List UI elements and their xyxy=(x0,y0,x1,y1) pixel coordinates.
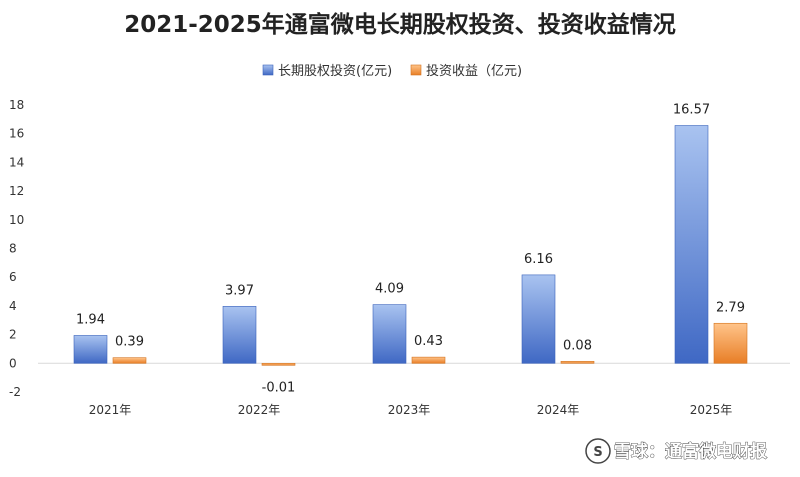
y-tick-label: 12 xyxy=(9,184,24,198)
legend-label-investment: 长期股权投资(亿元) xyxy=(278,63,392,79)
y-tick-label: 10 xyxy=(9,213,24,227)
xueqiu-logo-icon xyxy=(585,438,611,464)
legend: 长期股权投资(亿元) 投资收益（亿元) xyxy=(262,63,522,79)
y-tick-label: 4 xyxy=(9,299,17,313)
value-labels: 1.94 3.97 4.09 6.16 16.57 0.39 -0.01 0.43 0.08 2.… xyxy=(76,103,745,396)
data-label-investment: 4.09 xyxy=(375,282,404,297)
x-axis: 2021年 2022年 2023年 2024年 2025年 xyxy=(89,403,733,417)
bar-income xyxy=(713,322,748,364)
bar-investment xyxy=(372,304,407,364)
bar-investment xyxy=(674,125,709,364)
x-tick-label: 2023年 xyxy=(388,403,431,417)
y-tick-label: 18 xyxy=(9,98,24,112)
y-tick-label: 0 xyxy=(9,356,17,370)
legend-swatch-income xyxy=(410,64,422,76)
data-label-investment: 1.94 xyxy=(76,312,105,327)
bar-investment xyxy=(521,274,556,364)
watermark: S 雪球：通富微电财报 xyxy=(585,438,767,464)
data-label-income: 0.08 xyxy=(563,338,592,353)
y-tick-label: 16 xyxy=(9,127,24,141)
bar-investment xyxy=(222,306,257,364)
y-tick-label: 2 xyxy=(9,328,17,342)
x-tick-label: 2025年 xyxy=(690,403,733,417)
data-label-income: -0.01 xyxy=(262,380,296,395)
bar-income xyxy=(261,362,296,366)
data-label-investment: 3.97 xyxy=(225,283,254,298)
data-label-investment: 6.16 xyxy=(524,252,553,267)
y-tick-label: 8 xyxy=(9,242,17,256)
watermark-text: 雪球：通富微电财报 xyxy=(614,441,767,462)
xueqiu-logo-mark-icon: S xyxy=(593,445,602,460)
x-tick-label: 2024年 xyxy=(537,403,580,417)
legend-swatch-investment xyxy=(262,64,274,76)
bars xyxy=(73,125,748,366)
data-label-income: 2.79 xyxy=(716,300,745,315)
data-label-income: 0.39 xyxy=(115,335,144,350)
x-tick-label: 2022年 xyxy=(238,403,281,417)
chart-title: 2021-2025年通富微电长期股权投资、投资收益情况 xyxy=(124,11,676,38)
x-tick-label: 2021年 xyxy=(89,403,132,417)
y-axis: -2 0 2 4 6 8 10 12 14 16 18 xyxy=(9,98,24,399)
bar-investment xyxy=(73,335,108,364)
legend-label-income: 投资收益（亿元) xyxy=(426,63,522,79)
bar-income xyxy=(112,357,147,364)
bar-income xyxy=(411,356,446,364)
data-label-income: 0.43 xyxy=(414,334,443,349)
y-tick-label: 14 xyxy=(9,155,24,169)
bar-income xyxy=(560,360,595,364)
data-label-investment: 16.57 xyxy=(673,103,710,118)
y-tick-label: 6 xyxy=(9,270,17,284)
y-tick-label: -2 xyxy=(9,385,21,399)
